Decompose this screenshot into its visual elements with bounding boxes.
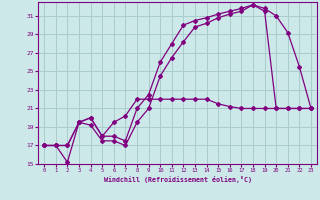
X-axis label: Windchill (Refroidissement éolien,°C): Windchill (Refroidissement éolien,°C): [104, 176, 252, 183]
